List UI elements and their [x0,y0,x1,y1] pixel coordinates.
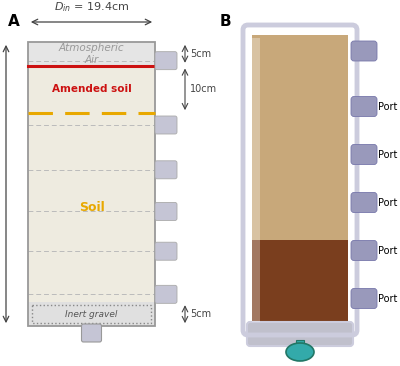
Text: Port 1: Port 1 [378,102,400,112]
Text: Amended soil: Amended soil [52,84,131,94]
FancyBboxPatch shape [82,324,102,342]
FancyBboxPatch shape [155,285,177,303]
FancyBboxPatch shape [351,240,377,261]
FancyBboxPatch shape [155,52,177,70]
FancyBboxPatch shape [155,202,177,220]
Bar [252,34,348,240]
Text: Port 2: Port 2 [378,150,400,161]
FancyBboxPatch shape [351,288,377,309]
FancyBboxPatch shape [155,116,177,134]
FancyBboxPatch shape [351,97,377,116]
Text: Atmospheric
Air: Atmospheric Air [59,43,124,65]
Text: Port 3: Port 3 [378,198,400,209]
FancyBboxPatch shape [155,242,177,260]
Text: 5cm: 5cm [190,309,211,319]
FancyBboxPatch shape [351,193,377,213]
Text: Port 4: Port 4 [378,246,400,257]
FancyBboxPatch shape [351,41,377,61]
Text: L = 60cm: L = 60cm [0,161,1,208]
Bar [28,42,155,66]
FancyBboxPatch shape [155,161,177,179]
Bar [28,66,155,113]
Bar [252,240,348,325]
Bar [32,305,151,323]
Text: 5cm: 5cm [190,49,211,59]
Text: 10cm: 10cm [190,84,217,94]
Bar [296,340,304,354]
Text: B: B [220,14,232,29]
Text: Soil: Soil [79,201,104,214]
Bar [28,42,155,326]
Bar [28,302,155,326]
Text: $D_{in}$ = 19.4cm: $D_{in}$ = 19.4cm [54,0,129,14]
Text: A: A [8,14,20,29]
Text: Port 5: Port 5 [378,295,400,305]
Bar [252,38,260,322]
FancyBboxPatch shape [351,145,377,164]
Ellipse shape [286,343,314,361]
Bar [28,113,155,302]
Text: Inert gravel: Inert gravel [65,310,118,319]
FancyBboxPatch shape [247,322,353,346]
